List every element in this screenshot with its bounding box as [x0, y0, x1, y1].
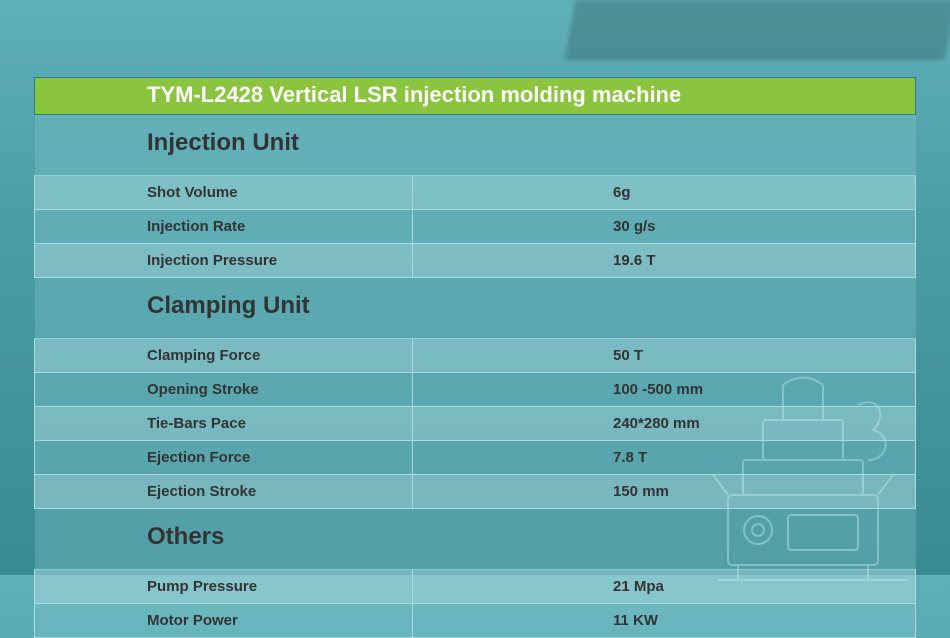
table-row: Injection Rate 30 g/s — [35, 210, 916, 244]
spec-label: Shot Volume — [35, 176, 413, 210]
section-heading-label: Injection Unit — [35, 115, 916, 176]
spec-value: 240*280 mm — [413, 407, 916, 441]
spec-value: 19.6 T — [413, 244, 916, 278]
table-row: Shot Volume 6g — [35, 176, 916, 210]
section-heading: Injection Unit — [35, 115, 916, 176]
spec-label: Injection Rate — [35, 210, 413, 244]
spec-value: 11 KW — [413, 604, 916, 638]
spec-label: Ejection Stroke — [35, 475, 413, 509]
section-heading-label: Others — [35, 509, 916, 570]
spec-value: 100 -500 mm — [413, 373, 916, 407]
table-row: Opening Stroke 100 -500 mm — [35, 373, 916, 407]
spec-label: Injection Pressure — [35, 244, 413, 278]
title-row: TYM-L2428 Vertical LSR injection molding… — [35, 78, 916, 115]
spec-value: 150 mm — [413, 475, 916, 509]
table-row: Clamping Force 50 T — [35, 339, 916, 373]
spec-value: 7.8 T — [413, 441, 916, 475]
spec-label: Tie-Bars Pace — [35, 407, 413, 441]
spec-label: Opening Stroke — [35, 373, 413, 407]
table-row: Injection Pressure 19.6 T — [35, 244, 916, 278]
spec-label: Ejection Force — [35, 441, 413, 475]
section-heading: Clamping Unit — [35, 278, 916, 339]
spec-value: 6g — [413, 176, 916, 210]
section-heading: Others — [35, 509, 916, 570]
spec-label: Clamping Force — [35, 339, 413, 373]
table-row: Motor Power 11 KW — [35, 604, 916, 638]
spec-label: Motor Power — [35, 604, 413, 638]
background-shadow — [565, 0, 950, 60]
spec-value: 50 T — [413, 339, 916, 373]
table-row: Ejection Stroke 150 mm — [35, 475, 916, 509]
spec-value: 30 g/s — [413, 210, 916, 244]
table-row: Ejection Force 7.8 T — [35, 441, 916, 475]
spec-table: TYM-L2428 Vertical LSR injection molding… — [34, 77, 916, 638]
table-row: Tie-Bars Pace 240*280 mm — [35, 407, 916, 441]
table-title: TYM-L2428 Vertical LSR injection molding… — [35, 78, 916, 115]
section-heading-label: Clamping Unit — [35, 278, 916, 339]
